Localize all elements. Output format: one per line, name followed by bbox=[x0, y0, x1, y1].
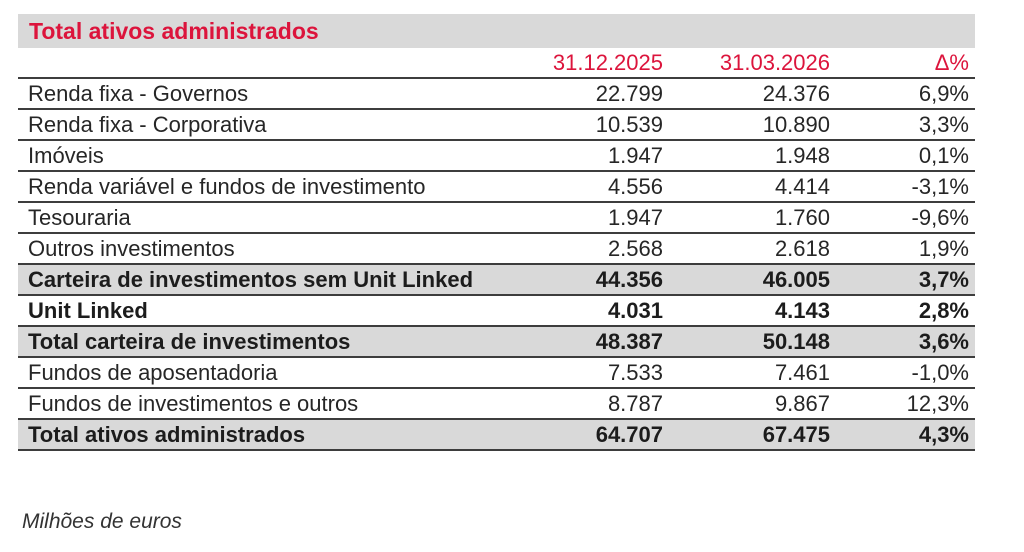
row-value-period-2: 24.376 bbox=[663, 78, 830, 110]
row-value-period-1: 8.787 bbox=[478, 388, 663, 420]
row-delta-percent: 2,8% bbox=[830, 295, 975, 327]
row-value-period-1: 22.799 bbox=[478, 78, 663, 110]
row-label: Outros investimentos bbox=[18, 233, 478, 265]
row-delta-percent: 0,1% bbox=[830, 140, 975, 172]
row-label: Total ativos administrados bbox=[18, 419, 478, 451]
row-label: Unit Linked bbox=[18, 295, 478, 327]
row-label: Renda variável e fundos de investimento bbox=[18, 171, 478, 203]
row-delta-percent: -3,1% bbox=[830, 171, 975, 203]
row-label: Imóveis bbox=[18, 140, 478, 172]
table-row: Outros investimentos 2.568 2.618 1,9% bbox=[18, 233, 975, 265]
table-body: Renda fixa - Governos 22.799 24.376 6,9%… bbox=[18, 78, 975, 451]
row-value-period-1: 2.568 bbox=[478, 233, 663, 265]
row-label: Fundos de investimentos e outros bbox=[18, 388, 478, 420]
row-value-period-1: 64.707 bbox=[478, 419, 663, 451]
row-value-period-1: 1.947 bbox=[478, 140, 663, 172]
row-value-period-1: 7.533 bbox=[478, 357, 663, 389]
table-title: Total ativos administrados bbox=[29, 17, 319, 44]
row-label: Fundos de aposentadoria bbox=[18, 357, 478, 389]
row-value-period-1: 4.031 bbox=[478, 295, 663, 327]
row-value-period-2: 7.461 bbox=[663, 357, 830, 389]
column-header-date-1: 31.12.2025 bbox=[478, 48, 663, 79]
row-label: Carteira de investimentos sem Unit Linke… bbox=[18, 264, 478, 296]
table-row: Fundos de investimentos e outros 8.787 9… bbox=[18, 388, 975, 420]
row-value-period-2: 2.618 bbox=[663, 233, 830, 265]
table-row: Total carteira de investimentos 48.387 5… bbox=[18, 326, 975, 358]
row-delta-percent: -9,6% bbox=[830, 202, 975, 234]
unit-footnote: Milhões de euros bbox=[22, 510, 182, 533]
row-value-period-1: 4.556 bbox=[478, 171, 663, 203]
row-value-period-2: 4.143 bbox=[663, 295, 830, 327]
row-value-period-2: 50.148 bbox=[663, 326, 830, 358]
table-row: Unit Linked 4.031 4.143 2,8% bbox=[18, 295, 975, 327]
table-row: Renda variável e fundos de investimento … bbox=[18, 171, 975, 203]
row-label: Renda fixa - Corporativa bbox=[18, 109, 478, 141]
row-label: Renda fixa - Governos bbox=[18, 78, 478, 110]
row-delta-percent: 1,9% bbox=[830, 233, 975, 265]
row-value-period-2: 4.414 bbox=[663, 171, 830, 203]
table-row: Carteira de investimentos sem Unit Linke… bbox=[18, 264, 975, 296]
row-label: Total carteira de investimentos bbox=[18, 326, 478, 358]
table-row: Renda fixa - Governos 22.799 24.376 6,9% bbox=[18, 78, 975, 110]
row-delta-percent: -1,0% bbox=[830, 357, 975, 389]
assets-table: 31.12.2025 31.03.2026 Δ% Renda fixa - Go… bbox=[18, 48, 975, 451]
row-value-period-2: 67.475 bbox=[663, 419, 830, 451]
row-value-period-2: 46.005 bbox=[663, 264, 830, 296]
row-label: Tesouraria bbox=[18, 202, 478, 234]
row-value-period-2: 10.890 bbox=[663, 109, 830, 141]
column-header-date-2: 31.03.2026 bbox=[663, 48, 830, 79]
row-value-period-1: 44.356 bbox=[478, 264, 663, 296]
row-value-period-1: 1.947 bbox=[478, 202, 663, 234]
row-value-period-1: 10.539 bbox=[478, 109, 663, 141]
table-title-bar: Total ativos administrados bbox=[18, 14, 975, 48]
table-row: Imóveis 1.947 1.948 0,1% bbox=[18, 140, 975, 172]
row-value-period-1: 48.387 bbox=[478, 326, 663, 358]
row-delta-percent: 4,3% bbox=[830, 419, 975, 451]
row-delta-percent: 3,7% bbox=[830, 264, 975, 296]
table-row: Renda fixa - Corporativa 10.539 10.890 3… bbox=[18, 109, 975, 141]
row-delta-percent: 6,9% bbox=[830, 78, 975, 110]
table-row: Total ativos administrados 64.707 67.475… bbox=[18, 419, 975, 451]
row-delta-percent: 3,3% bbox=[830, 109, 975, 141]
row-value-period-2: 9.867 bbox=[663, 388, 830, 420]
column-header-delta: Δ% bbox=[830, 48, 975, 79]
row-delta-percent: 12,3% bbox=[830, 388, 975, 420]
header-label-spacer bbox=[18, 48, 478, 79]
row-value-period-2: 1.760 bbox=[663, 202, 830, 234]
table-header-row: 31.12.2025 31.03.2026 Δ% bbox=[18, 48, 975, 79]
row-value-period-2: 1.948 bbox=[663, 140, 830, 172]
row-delta-percent: 3,6% bbox=[830, 326, 975, 358]
table-row: Fundos de aposentadoria 7.533 7.461 -1,0… bbox=[18, 357, 975, 389]
table-row: Tesouraria 1.947 1.760 -9,6% bbox=[18, 202, 975, 234]
